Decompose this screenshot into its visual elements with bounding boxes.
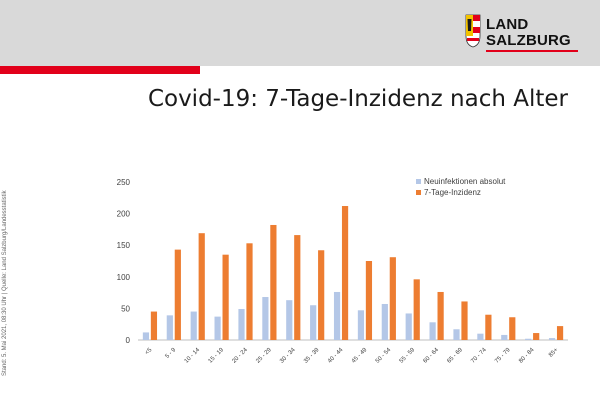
logo-text-land: LAND [486, 16, 529, 33]
bar-neuinfektionen [477, 333, 484, 340]
bar-inzidenz [222, 254, 229, 340]
logo-underline [486, 50, 578, 52]
bar-neuinfektionen [525, 338, 532, 340]
bar-neuinfektionen [142, 332, 150, 340]
age-incidence-chart: 0 50 100 150 200 250 <5 5 - 9 10 - 14 15 - 19 20 -… [100, 172, 580, 378]
bar-inzidenz [437, 291, 444, 340]
y-tick-label: 250 [117, 178, 131, 187]
bar-inzidenz [198, 233, 205, 340]
legend-label: Neuinfektionen absolut [424, 177, 506, 186]
bar-neuinfektionen [262, 297, 269, 340]
bar-inzidenz [533, 333, 540, 340]
bar-inzidenz [413, 279, 420, 340]
bar-inzidenz [461, 301, 468, 340]
x-tick-label: 30 - 34 [279, 347, 297, 365]
bar-inzidenz [318, 250, 325, 340]
bar-neuinfektionen [548, 338, 556, 340]
page-title: Covid-19: 7-Tage-Inzidenz nach Alter [147, 86, 568, 112]
bar-neuinfektionen [310, 305, 317, 340]
land-salzburg-logo[interactable]: LAND SALZBURG [464, 14, 588, 52]
x-tick-label: 80 - 84 [518, 347, 536, 365]
x-tick-label: 45 - 49 [351, 347, 369, 365]
x-tick-label: <5 [144, 347, 154, 357]
bar-neuinfektionen [453, 329, 460, 340]
x-tick-label: 20 - 24 [231, 347, 249, 365]
x-tick-label: 55 - 59 [399, 347, 417, 365]
bar-neuinfektionen [238, 309, 245, 340]
bar-neuinfektionen [190, 311, 197, 340]
bar-neuinfektionen [214, 316, 221, 340]
bar-inzidenz [246, 243, 253, 340]
bar-inzidenz [174, 249, 181, 340]
x-tick-label: 15 - 19 [208, 347, 226, 365]
y-tick-label: 150 [117, 241, 131, 250]
bar-inzidenz [485, 314, 492, 340]
bar-inzidenz [150, 311, 158, 340]
y-tick-label: 200 [117, 210, 131, 219]
x-tick-label: 65 - 69 [446, 347, 464, 365]
salzburg-coat-of-arms-icon [465, 14, 481, 48]
y-tick-label: 50 [121, 304, 130, 313]
legend-swatch [416, 190, 421, 195]
bar-neuinfektionen [333, 291, 341, 340]
x-tick-label: 70 - 74 [470, 347, 488, 365]
x-tick-label: 75 - 79 [494, 347, 512, 365]
bar-inzidenz [509, 317, 516, 340]
x-tick-label: 25 - 29 [255, 347, 273, 365]
source-note: Stand: 5. Mai 2021, 08:30 Uhr | Quelle: … [2, 190, 8, 376]
logo-text-salzburg: SALZBURG [486, 32, 571, 49]
bar-inzidenz [389, 257, 396, 340]
x-tick-label: 10 - 14 [184, 347, 202, 365]
bar-inzidenz [294, 235, 301, 340]
bar-inzidenz [270, 224, 277, 340]
bar-inzidenz [365, 261, 373, 340]
header-band [0, 0, 600, 66]
x-tick-label: 60 - 64 [423, 347, 441, 365]
legend-label: 7-Tage-Inzidenz [424, 188, 481, 197]
bar-neuinfektionen [405, 313, 412, 340]
x-tick-label: 35 - 39 [303, 347, 321, 365]
y-tick-label: 100 [117, 273, 131, 282]
bar-neuinfektionen [381, 303, 388, 340]
bar-neuinfektionen [501, 334, 508, 340]
bar-neuinfektionen [357, 310, 365, 340]
x-tick-label: 40 - 44 [327, 347, 345, 365]
bar-inzidenz [556, 326, 564, 340]
bar-neuinfektionen [429, 322, 436, 340]
bar-inzidenz [341, 206, 349, 340]
y-tick-label: 0 [126, 336, 131, 345]
x-tick-label: 50 - 54 [375, 347, 393, 365]
chart-svg: 0 50 100 150 200 250 <5 5 - 9 10 - 14 15 - 19 20 -… [117, 177, 568, 365]
x-tick-label: 85+ [548, 347, 560, 359]
x-tick-label: 5 - 9 [165, 347, 178, 360]
bar-neuinfektionen [166, 315, 173, 340]
legend-swatch [416, 179, 421, 184]
red-accent-bar [0, 66, 200, 74]
bar-neuinfektionen [286, 300, 293, 340]
